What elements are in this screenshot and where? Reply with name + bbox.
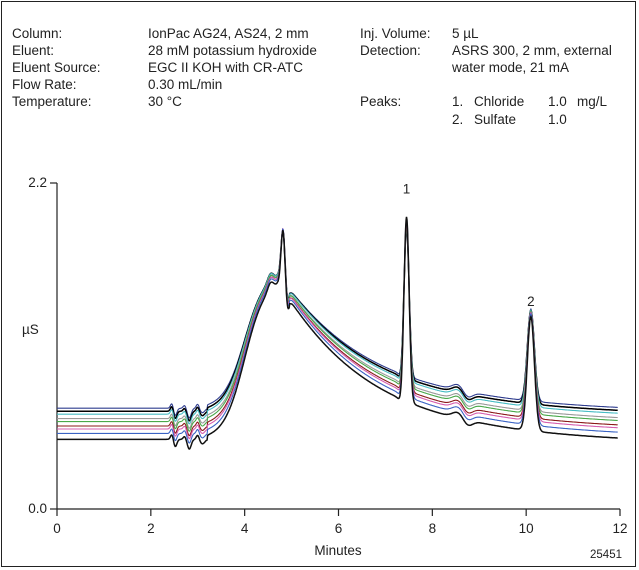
- x-tick-label-6: 6: [335, 521, 343, 536]
- condition-value-flow-rate: 0.30 mL/min: [148, 77, 222, 92]
- trace-3: [57, 225, 618, 425]
- peak-label-2: 2: [527, 294, 535, 309]
- peak-2-conc: 1.0: [548, 112, 567, 127]
- peak-labels: 12: [403, 181, 535, 309]
- peak-2-name: Sulfate: [474, 112, 516, 127]
- peak-label-1: 1: [403, 181, 411, 196]
- traces: [57, 216, 618, 450]
- trace-2: [57, 227, 618, 422]
- x-tick-label-10: 10: [519, 521, 534, 536]
- peaks-label: Peaks:: [360, 94, 401, 109]
- condition-label-flow-rate: Flow Rate:: [12, 77, 77, 92]
- condition-value-detection: ASRS 300, 2 mm, external: [452, 43, 612, 58]
- condition-label-temperature: Temperature:: [12, 94, 92, 109]
- x-tick-label-4: 4: [241, 521, 249, 536]
- conditions-block: Column: IonPac AG24, AS24, 2 mm Eluent: …: [12, 26, 612, 127]
- condition-label-inj-volume: Inj. Volume:: [360, 26, 431, 41]
- condition-value-column: IonPac AG24, AS24, 2 mm: [148, 26, 309, 41]
- x-tick-label-0: 0: [53, 521, 61, 536]
- peak-1-number: 1.: [452, 94, 463, 109]
- x-ticks: 0 2 4 6 8 10 12: [53, 509, 628, 536]
- condition-label-column: Column:: [12, 26, 62, 41]
- peak-1-unit: mg/L: [577, 94, 608, 109]
- peak-1-conc: 1.0: [548, 94, 567, 109]
- trace-1: [57, 228, 618, 419]
- peak-1-name: Chloride: [474, 94, 524, 109]
- axes: 2.2 0.0 µS Minutes 25451: [22, 175, 622, 561]
- x-axis-label: Minutes: [314, 543, 362, 558]
- peak-2-number: 2.: [452, 112, 463, 127]
- trace-9: [57, 216, 618, 450]
- x-tick-label-2: 2: [147, 521, 155, 536]
- y-tick-label-top: 2.2: [28, 175, 47, 190]
- condition-value-eluent-source: EGC II KOH with CR-ATC: [148, 60, 303, 75]
- condition-value-inj-volume: 5 µL: [452, 26, 479, 41]
- condition-value-temperature: 30 °C: [148, 94, 182, 109]
- figure-id: 25451: [590, 549, 622, 561]
- x-tick-label-12: 12: [612, 521, 627, 536]
- condition-value-detection-cont: water mode, 21 mA: [451, 60, 569, 75]
- y-tick-label-bottom: 0.0: [28, 501, 47, 516]
- x-tick-label-8: 8: [429, 521, 437, 536]
- y-axis-label: µS: [22, 322, 39, 337]
- condition-label-eluent-source: Eluent Source:: [12, 60, 101, 75]
- condition-value-eluent: 28 mM potassium hydroxide: [148, 43, 317, 58]
- condition-label-eluent: Eluent:: [12, 43, 54, 58]
- condition-label-detection: Detection:: [360, 43, 421, 58]
